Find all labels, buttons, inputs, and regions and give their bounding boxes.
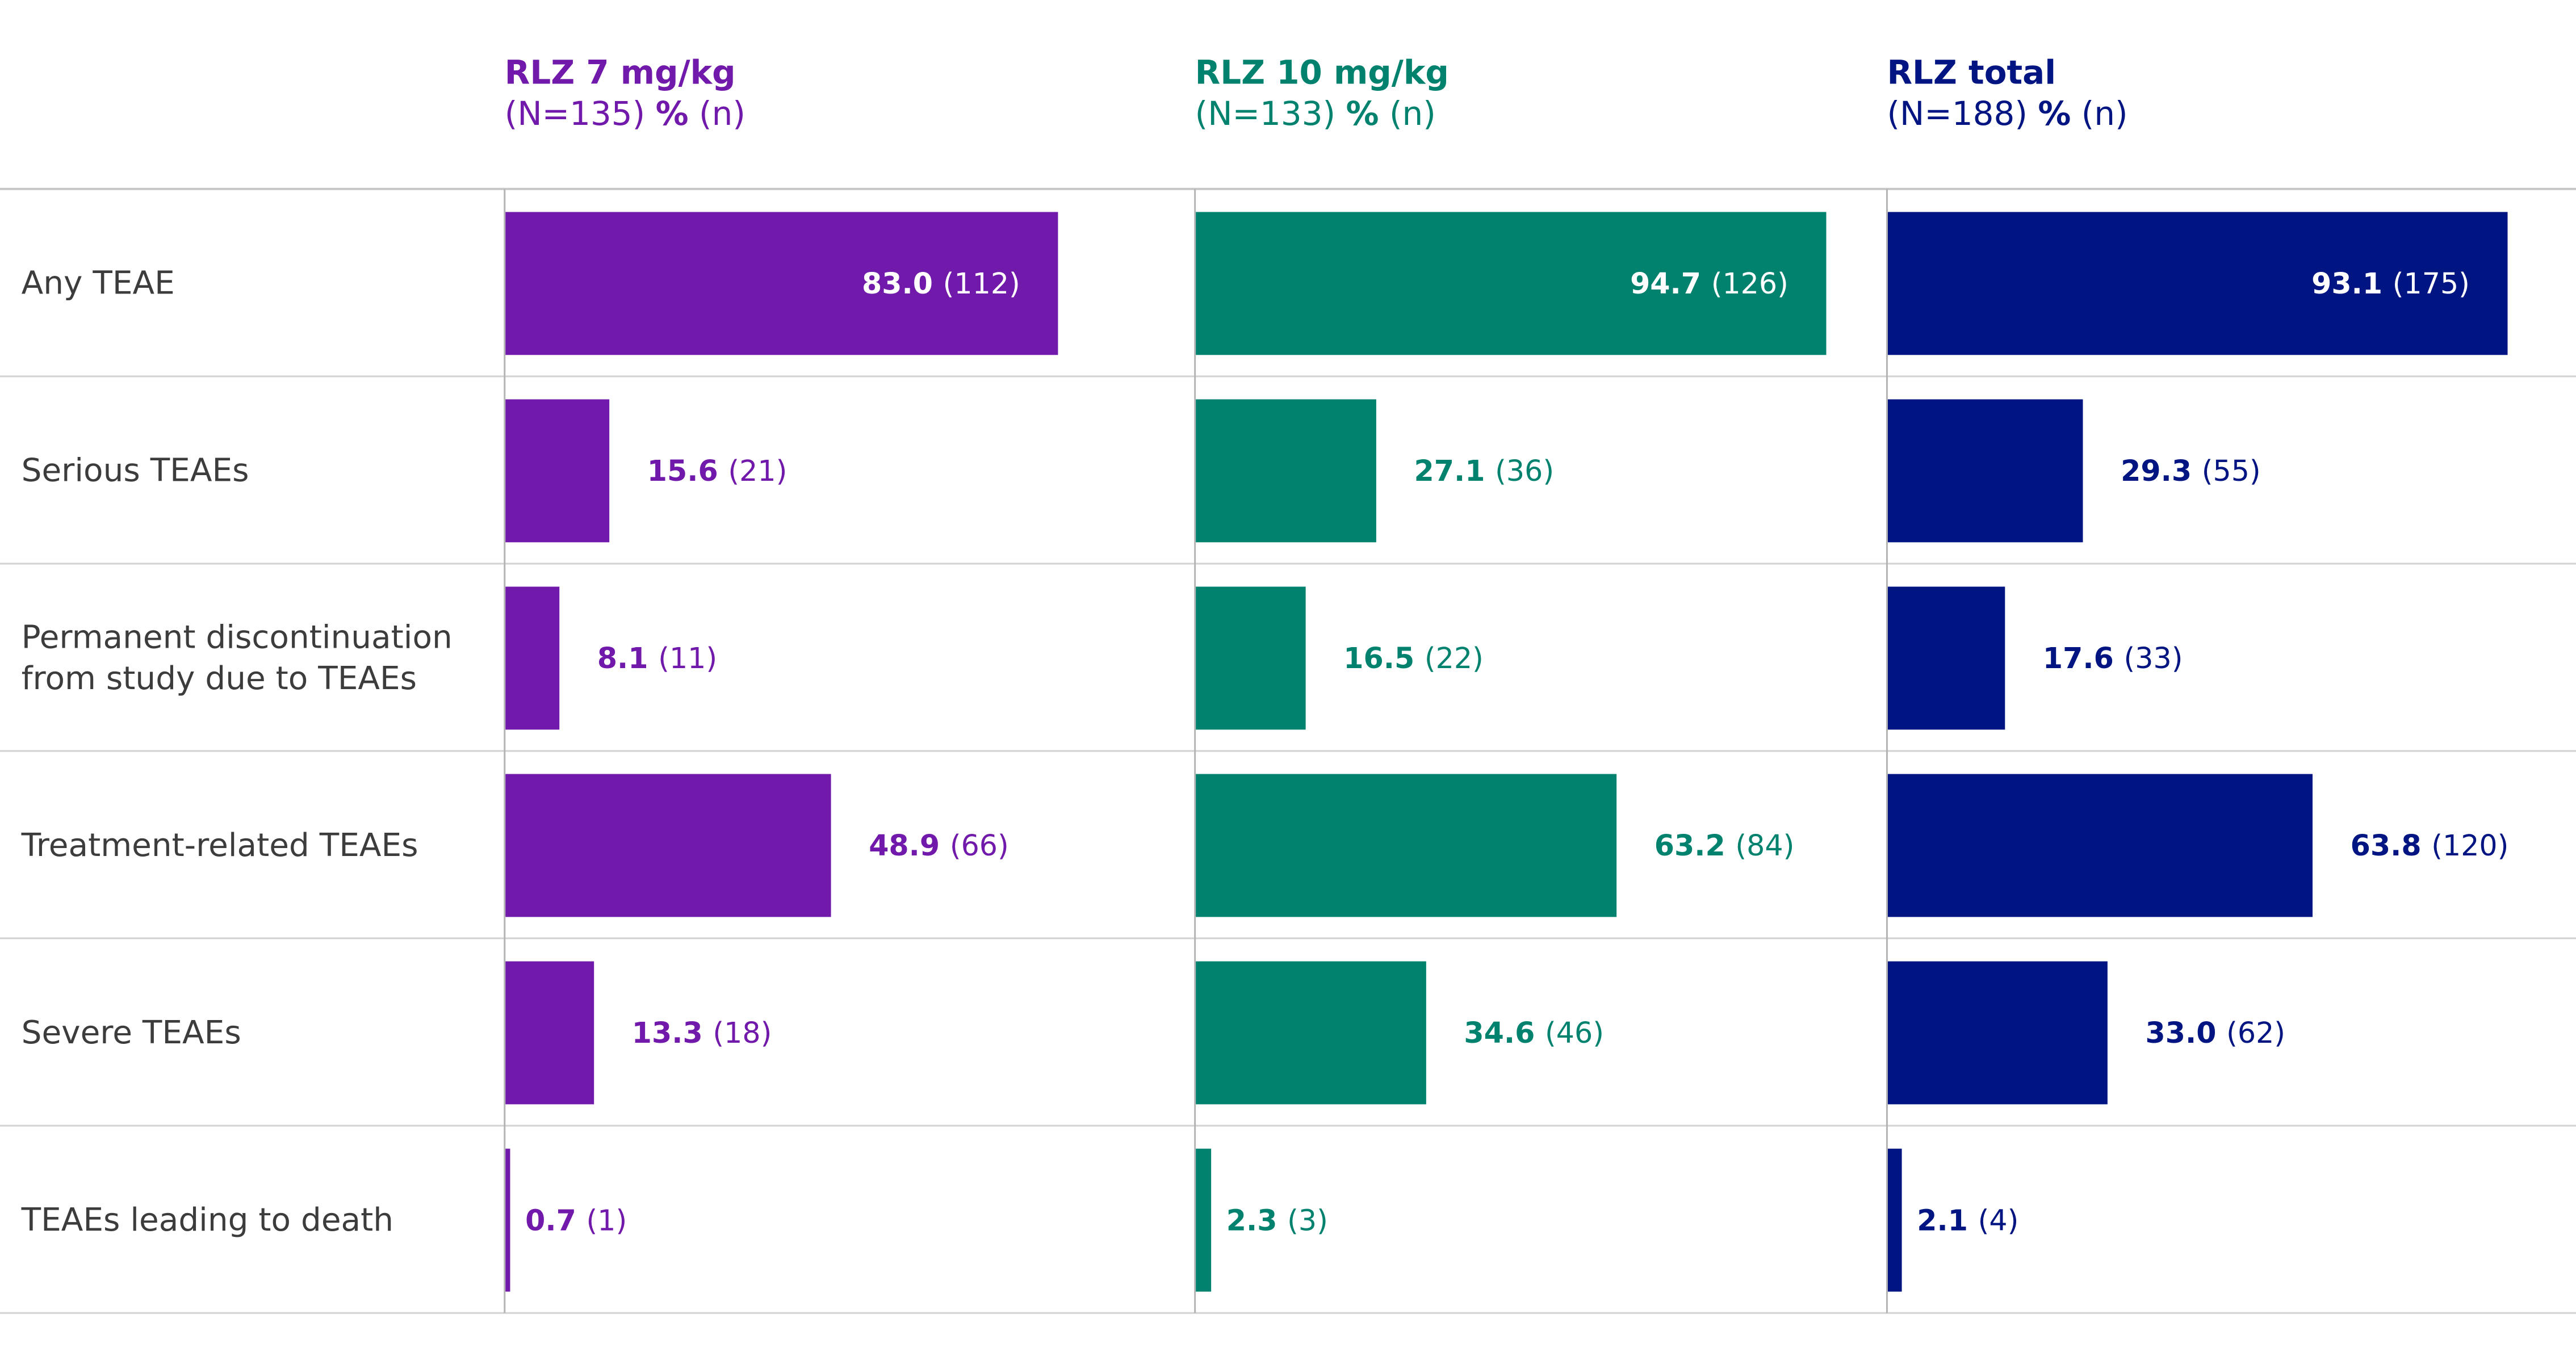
- data-label: 17.6 (33): [2043, 641, 2183, 675]
- column-header-subtitle: (N=188) % (n): [1887, 94, 2127, 133]
- bar: [1887, 212, 2508, 355]
- bar: [1196, 586, 1306, 730]
- column-header-title: RLZ 7 mg/kg: [505, 53, 736, 92]
- bar: [1887, 1148, 1902, 1292]
- data-label: 2.3 (3): [1226, 1203, 1328, 1237]
- bar: [505, 212, 1058, 355]
- column-header-title: RLZ total: [1887, 53, 2056, 92]
- category-label: Treatment-related TEAEs: [21, 827, 418, 864]
- bar: [505, 586, 560, 730]
- data-label: 48.9 (66): [869, 829, 1009, 862]
- bar: [1196, 774, 1617, 917]
- column-header-title: RLZ 10 mg/kg: [1195, 53, 1449, 92]
- bar: [505, 1148, 510, 1292]
- bar: [1196, 961, 1426, 1105]
- data-label: 15.6 (21): [647, 454, 788, 488]
- data-label: 94.7 (126): [1630, 267, 1788, 300]
- category-label: Severe TEAEs: [22, 1014, 241, 1051]
- category-label: Any TEAE: [22, 265, 175, 302]
- data-label: 63.2 (84): [1654, 829, 1795, 862]
- data-label: 27.1 (36): [1414, 454, 1554, 488]
- data-label: 29.3 (55): [2121, 454, 2261, 488]
- data-label: 63.8 (120): [2351, 829, 2509, 862]
- bar: [1887, 961, 2108, 1105]
- bar: [1887, 586, 2005, 730]
- bar: [1196, 1148, 1212, 1292]
- data-label: 93.1 (175): [2311, 267, 2470, 300]
- column-header-subtitle: (N=133) % (n): [1195, 94, 1436, 133]
- column-header-subtitle: (N=135) % (n): [505, 94, 745, 133]
- data-label: 0.7 (1): [525, 1203, 627, 1237]
- bar: [1196, 399, 1376, 543]
- data-label: 34.6 (46): [1464, 1016, 1604, 1050]
- data-label: 8.1 (11): [597, 641, 717, 675]
- bar: [505, 774, 831, 917]
- bar: [505, 961, 594, 1105]
- bar: [1887, 774, 2313, 917]
- data-label: 2.1 (4): [1917, 1203, 2018, 1237]
- data-label: 83.0 (112): [862, 267, 1020, 300]
- data-label: 13.3 (18): [632, 1016, 772, 1050]
- bar: [1196, 212, 1827, 355]
- bar: [1887, 399, 2083, 543]
- category-label: Serious TEAEs: [22, 452, 249, 489]
- bar: [505, 399, 610, 543]
- data-label: 33.0 (62): [2145, 1016, 2285, 1050]
- category-label: Permanent discontinuation from study due …: [22, 619, 453, 697]
- category-label: TEAEs leading to death: [21, 1202, 393, 1239]
- data-label: 16.5 (22): [1343, 641, 1484, 675]
